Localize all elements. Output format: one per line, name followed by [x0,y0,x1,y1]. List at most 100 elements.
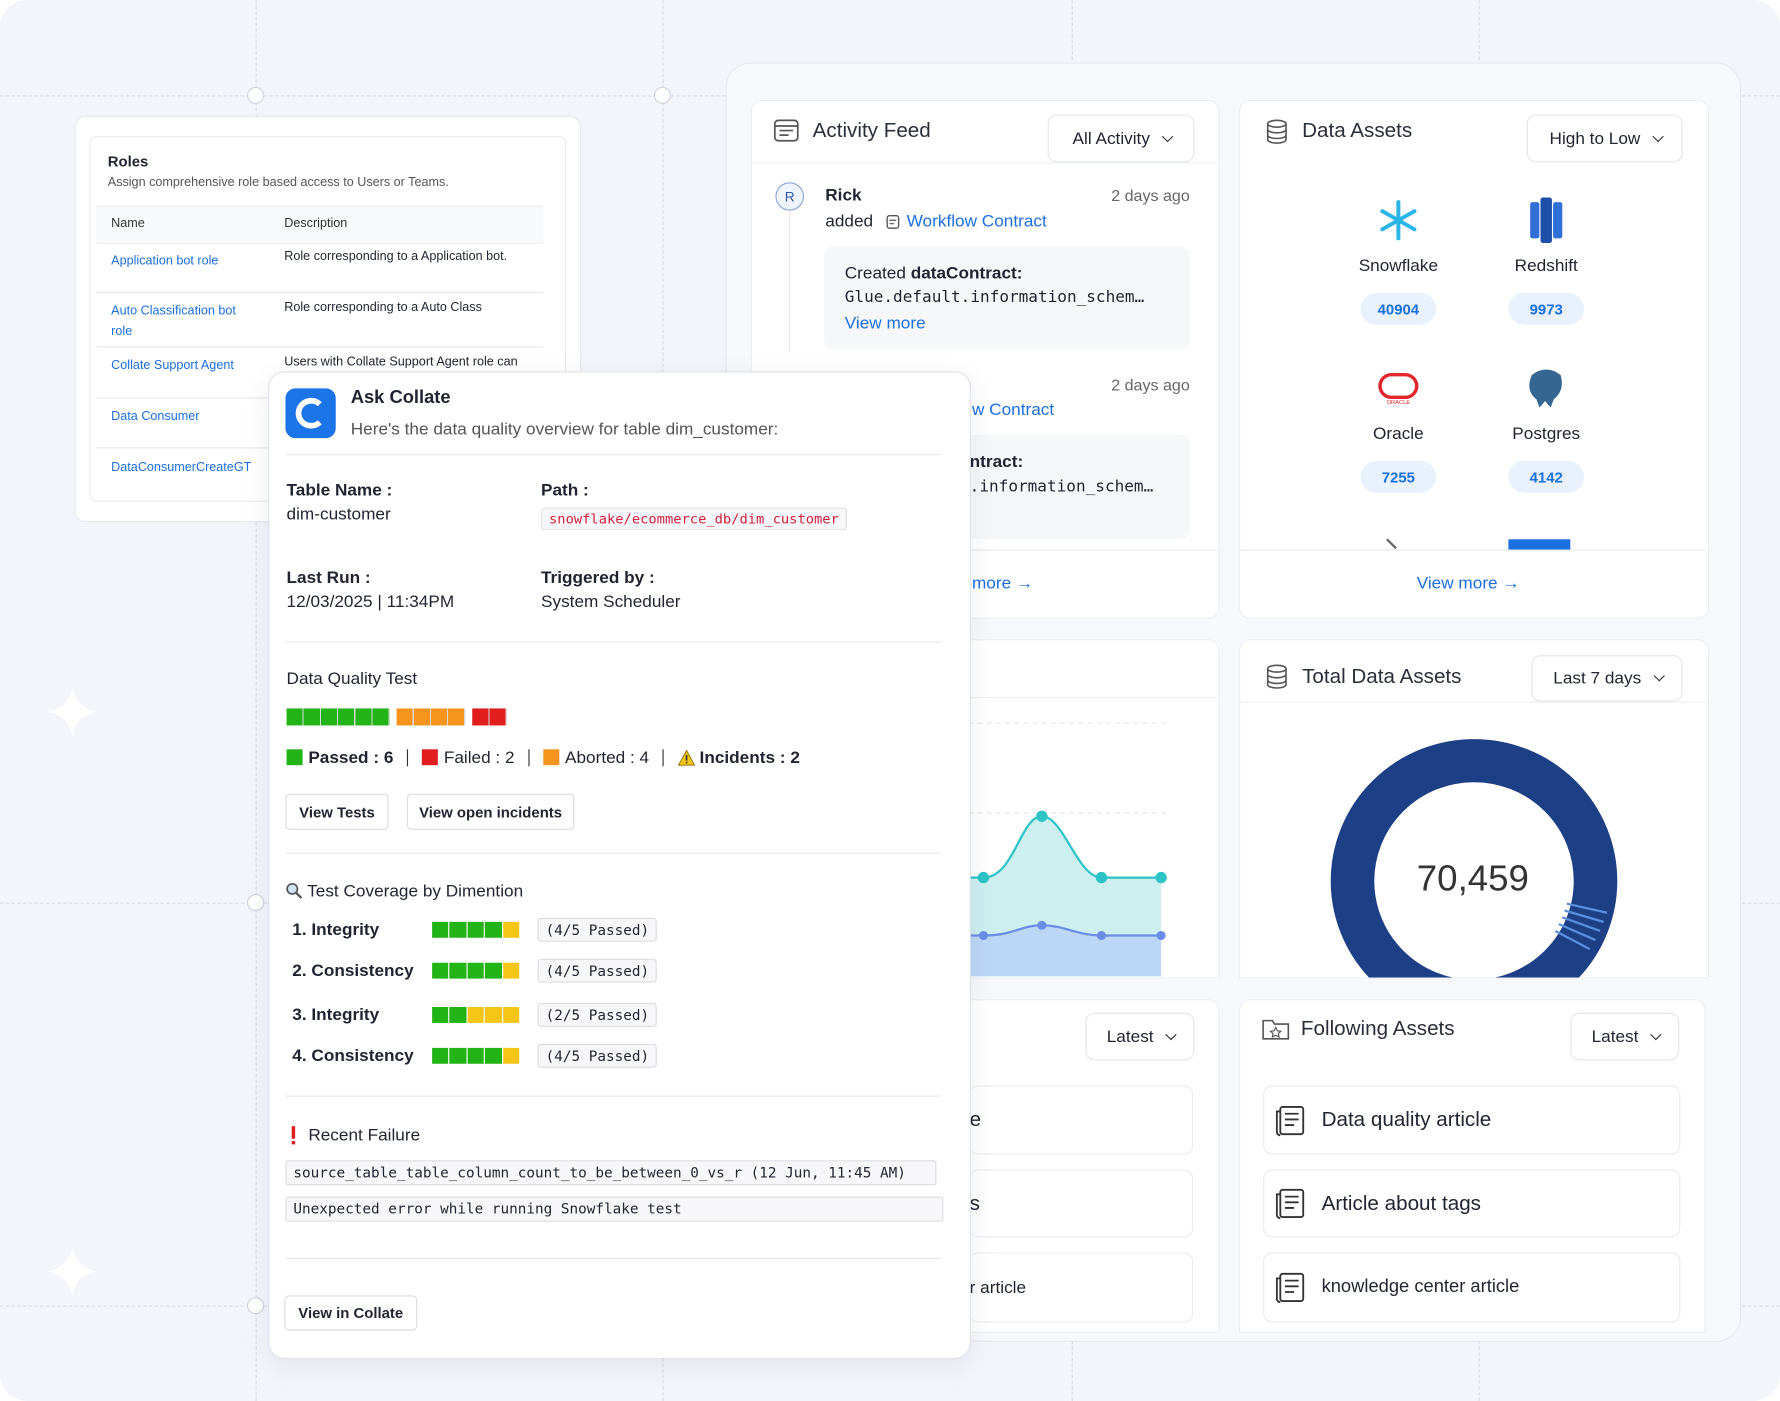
circle [247,894,265,912]
rect [285,388,336,439]
text: Name [111,216,145,231]
path [46,686,98,737]
list-item[interactable]: Article about tags [1263,1169,1681,1238]
card [1239,639,1709,979]
shape [1262,1019,1290,1040]
shape [968,722,1170,977]
shape [286,882,303,899]
list-item[interactable]: Data quality article [1263,1085,1681,1155]
rect [1530,202,1540,239]
coverage-label: 2. Consistency [292,961,414,981]
card [268,371,971,1359]
legend-item: Incidents : 2 [700,748,800,767]
warning-icon [678,748,696,766]
rect [1378,372,1419,400]
legend-value: 2 [505,747,515,767]
coverage-cell [449,921,467,938]
legend-value: 2 [790,747,800,767]
coverage-cell [485,921,502,938]
text: r article [969,1277,1027,1298]
text: Assign comprehensive role based access t… [107,175,449,190]
line [1566,902,1608,914]
shape: ORACLE [1378,197,1571,551]
g [1554,902,1608,951]
text: Redshift [1514,256,1578,276]
circle [1037,920,1047,930]
dropdown[interactable]: Latest [1085,1012,1195,1061]
text[interactable]: more → [971,573,1034,594]
text: Created [844,263,906,284]
path [1262,1019,1290,1040]
circle [247,86,265,104]
shape [969,434,1190,540]
text: Postgres [1512,424,1581,444]
separator [662,748,665,766]
path [295,397,322,429]
text: Test Coverage by Dimention [307,881,524,901]
divider [1239,701,1707,703]
rect [1540,197,1552,243]
legend-label: Passed : [308,747,380,767]
text: 2 days ago [1111,186,1190,205]
button[interactable]: View open incidents [406,793,575,830]
dropdown[interactable]: High to Low [1526,114,1683,163]
path [1386,538,1397,550]
text: Application bot role [111,254,219,268]
text: Ask Collate [350,388,451,408]
legend-item: Failed : 2 [444,748,515,767]
rect [886,215,900,229]
text: High to Low [1549,128,1641,149]
dropdown[interactable]: Latest [1570,1012,1680,1061]
text: View in Collate [298,1304,404,1322]
dropdown[interactable]: All Activity [1047,114,1195,163]
text[interactable]: View more → [1416,573,1520,594]
line [1380,209,1417,232]
coverage-cell [432,1007,449,1023]
text: 9973 [1508,292,1585,325]
text: dataContract: [910,263,1023,284]
list-item[interactable]: r article [969,1252,1194,1323]
text: Rick [825,185,862,205]
list-item[interactable]: knowledge center article [1263,1252,1681,1323]
circle [653,86,672,104]
path [1275,1109,1299,1136]
g [46,686,98,1297]
text: 7255 [1360,460,1437,493]
text: Triggered by : [541,568,655,588]
coverage-cell [485,1047,502,1064]
separator [407,748,409,766]
text: Oracle [1373,424,1424,444]
text: .information_schem… [969,477,1154,497]
text: s [969,1191,981,1215]
circle [978,930,989,941]
list-item[interactable]: s [969,1169,1194,1238]
text: Data quality article [1321,1108,1492,1131]
text: e [969,1108,982,1131]
text: Data Quality Test [286,669,418,689]
rect [1279,1188,1305,1218]
list-item[interactable]: e [969,1085,1194,1155]
text: added [825,211,874,232]
text[interactable]: View more [844,313,926,334]
shape [1266,119,1287,144]
text: Path : [541,480,589,501]
text: 2 days ago [1111,375,1190,394]
g [978,920,1166,941]
button[interactable]: View Tests [285,793,389,830]
circle [247,1297,265,1315]
shape [1330,739,1618,978]
dropdown[interactable]: Last 7 days [1531,655,1683,702]
text: Following Assets [1300,1016,1455,1040]
coverage-cell [432,1047,449,1064]
text: Article about tags [1321,1191,1481,1215]
rect [1279,1105,1305,1135]
divider [285,641,942,643]
divider [285,1257,942,1260]
legend-item: Passed : 6 [308,748,393,767]
legend-swatch [286,749,303,766]
button[interactable]: View in Collate [284,1295,418,1331]
divider [969,549,1218,551]
text: dim-customer [286,504,391,524]
